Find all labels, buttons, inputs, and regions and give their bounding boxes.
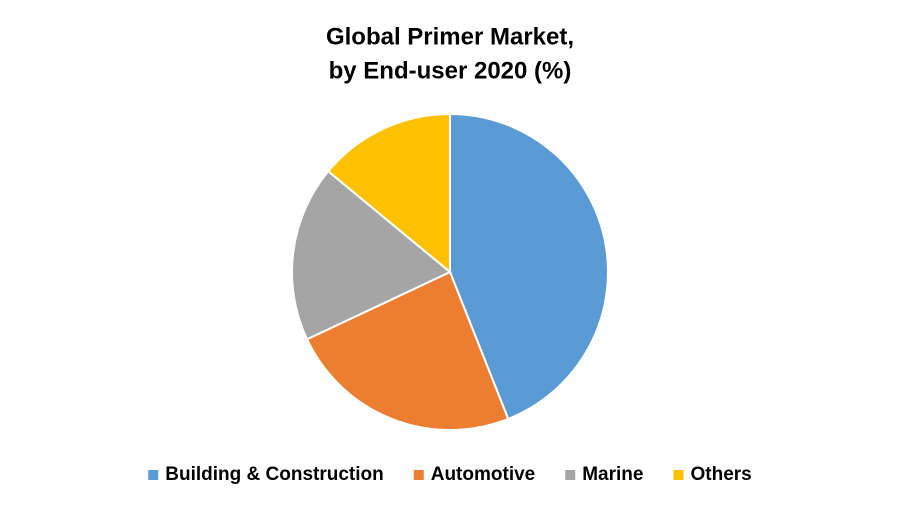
legend: Building & Construction Automotive Marine O… [148,464,752,485]
legend-label: Marine [582,464,643,485]
pie-slice [449,112,609,421]
chart-title: Global Primer Market, [326,23,574,50]
legend-label: Automotive [431,464,536,485]
pie-slice [305,270,510,431]
legend-label: Others [690,464,751,485]
legend-swatch [565,470,576,480]
legend-swatch [673,470,684,480]
pie-slice [326,112,451,275]
pie-slice [291,169,452,341]
chart-subtitle: by End-user 2020 (%) [329,57,572,84]
legend-swatch [413,470,424,480]
pie [291,112,609,431]
legend-label: Building & Construction [165,464,383,485]
legend-swatch [148,470,159,480]
